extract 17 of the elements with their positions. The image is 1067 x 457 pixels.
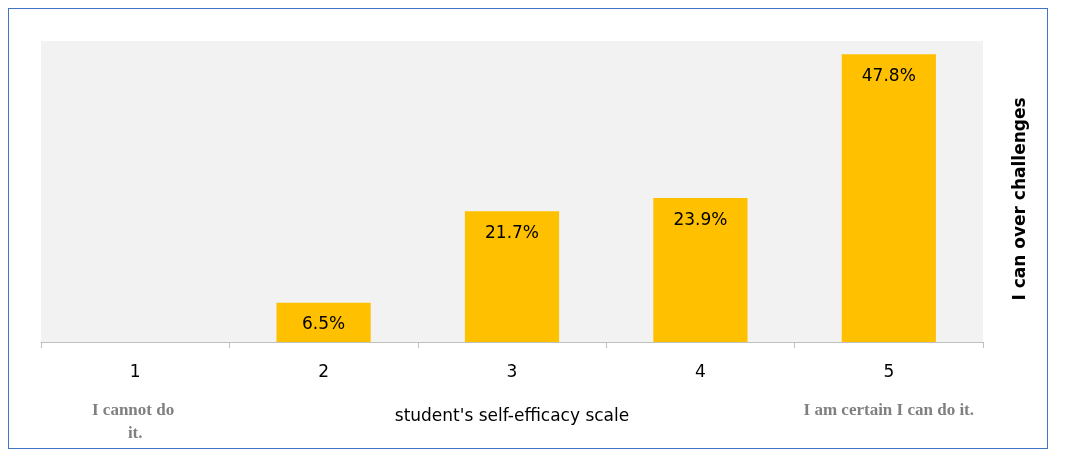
- text: I cannot do it.: [91, 400, 179, 442]
- x-tick-label: 1: [129, 360, 141, 381]
- data-label: 21.7%: [484, 221, 540, 242]
- y-axis-title: I can over challenges: [1009, 97, 1029, 301]
- bar: [464, 211, 560, 342]
- x-tick-label: 2: [318, 360, 330, 381]
- data-label: 6.5%: [302, 313, 346, 334]
- x-tick-label: 4: [694, 360, 706, 381]
- x-tick-label: 5: [883, 360, 895, 381]
- text: I am certain I can do it.: [803, 400, 975, 419]
- x-tick-label: 3: [506, 360, 518, 381]
- bar: [841, 54, 936, 342]
- data-label: 23.9%: [673, 208, 728, 229]
- bar: [653, 198, 748, 342]
- data-label: 47.8%: [861, 64, 916, 85]
- bar: [276, 302, 371, 342]
- x-axis-title: student's self-efficacy scale: [394, 404, 630, 425]
